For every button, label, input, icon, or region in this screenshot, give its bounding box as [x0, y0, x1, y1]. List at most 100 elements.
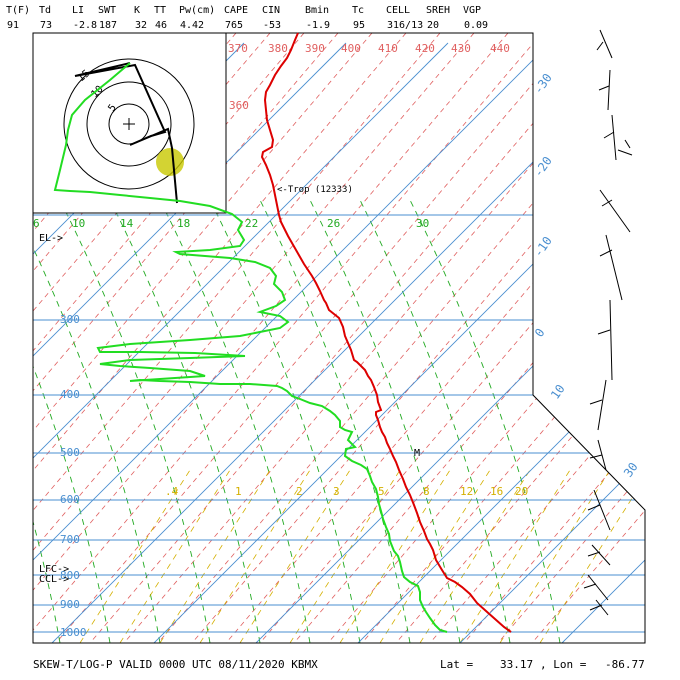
lat-value: 33.17 [500, 658, 533, 671]
index-value: -2.8 [73, 20, 97, 31]
wind-barb-flag [599, 249, 613, 257]
moist-adiabat [209, 199, 361, 643]
dry-adiabat [157, 33, 645, 643]
isotherm [357, 42, 645, 643]
theta-e-label: 30 [416, 217, 429, 230]
temperature-profile [260, 32, 512, 633]
mixing-ratio-line [239, 469, 351, 643]
dewpoint-profile [53, 62, 448, 633]
dry-adiabat [55, 33, 577, 643]
dry-adiabat [225, 33, 645, 643]
wind-barb-flag [589, 604, 603, 611]
moist-adiabat [159, 199, 311, 643]
wind-barb-staff [593, 489, 611, 531]
pressure-label: 400 [60, 388, 80, 401]
wind-barb-staff [597, 379, 607, 431]
m-marker: M [414, 448, 420, 459]
theta-label: 410 [378, 42, 398, 55]
mixing-ratio-line [339, 469, 451, 643]
index-label: K [134, 5, 140, 16]
wind-barb-staff [591, 544, 611, 566]
wind-barb-staff [599, 189, 631, 233]
moist-adiabat [409, 199, 561, 643]
lon-value: -86.77 [605, 658, 645, 671]
wind-barb-flag [603, 131, 615, 139]
wind-barb-flag [597, 329, 611, 335]
theta-e-label: 10 [72, 217, 85, 230]
mixing-ratio-label: 12 [460, 485, 473, 498]
mixing-ratio-line [289, 469, 401, 643]
wind-barb-flag [596, 41, 604, 51]
index-value: 20 [427, 20, 439, 31]
isotherm [33, 42, 347, 643]
isotherm [664, 43, 680, 643]
index-label: SWT [98, 5, 116, 16]
theta-label: 380 [268, 42, 288, 55]
index-value: 4.42 [180, 20, 204, 31]
index-value: -1.9 [306, 20, 330, 31]
index-label: Tc [352, 5, 364, 16]
dry-adiabat [259, 33, 645, 643]
mixing-ratio-label: 3 [333, 485, 340, 498]
theta-label: 430 [451, 42, 471, 55]
index-label: Bmin [305, 5, 329, 16]
dry-adiabat [191, 33, 645, 643]
pressure-label: 900 [60, 598, 80, 611]
theta-label: 370 [228, 42, 248, 55]
index-value: 46 [155, 20, 167, 31]
dry-adiabat [33, 33, 339, 643]
mixing-ratio-line [539, 469, 645, 643]
dry-adiabat [33, 33, 407, 643]
mixing-ratio-line [499, 469, 611, 643]
index-label: CIN [262, 5, 280, 16]
mixing-ratio-label: 2 [296, 485, 303, 498]
index-label: SREH [426, 5, 450, 16]
wind-barb-flag [589, 399, 603, 405]
isotherm-label: -30 [531, 71, 555, 97]
isotherm [561, 42, 645, 643]
footer: SKEW-T/LOG-P VALID 0000 UTC 08/11/2020 K… [33, 658, 645, 671]
index-value: 0.09 [464, 20, 488, 31]
index-value: 95 [353, 20, 365, 31]
index-value: -53 [263, 20, 281, 31]
isotherm [33, 42, 551, 643]
dry-adiabat [33, 33, 509, 643]
mixing-ratio-line [159, 469, 271, 643]
wind-barb-staff [599, 29, 613, 59]
wind-barb-flag [583, 583, 597, 589]
pressure-label: 300 [60, 313, 80, 326]
index-value: 316/13 [387, 20, 423, 31]
hodograph-ring [86, 81, 172, 167]
theta-e-label: 18 [177, 217, 190, 230]
dry-adiabat [33, 33, 543, 643]
wind-barb-flag [624, 139, 631, 149]
ccl-marker: CCL-> [39, 574, 69, 585]
lon-label: , Lon = [540, 658, 587, 671]
mixing-ratio-line [79, 469, 191, 643]
sounding-profiles [53, 32, 512, 633]
isotherm-label: -20 [531, 154, 555, 180]
theta-label: 390 [305, 42, 325, 55]
mixing-ratio-label: 1 [235, 485, 242, 498]
tropopause-label: <-Trop (12333) [277, 185, 353, 195]
isotherm [255, 42, 645, 643]
wind-barb-flag [589, 454, 603, 459]
theta-label: 440 [490, 42, 510, 55]
dry-adiabat [33, 33, 373, 643]
isotherm-label: 10 [548, 382, 568, 402]
mixing-ratio-label: 5 [378, 485, 385, 498]
theta-label: 400 [341, 42, 361, 55]
hodograph-ring-label: 5 [106, 102, 118, 113]
dry-adiabat [361, 33, 645, 643]
el-marker: EL-> [39, 233, 63, 244]
theta-e-label: 14 [120, 217, 134, 230]
wind-barb-staff [611, 114, 617, 161]
index-value: 765 [225, 20, 243, 31]
wind-barb-flag [587, 551, 601, 557]
wind-barb-flag [587, 504, 601, 511]
isotherm [153, 42, 645, 643]
dry-adiabat [395, 33, 645, 643]
pressure-label: 1000 [60, 626, 87, 639]
dry-adiabat [33, 33, 441, 643]
dry-adiabat [429, 33, 645, 643]
